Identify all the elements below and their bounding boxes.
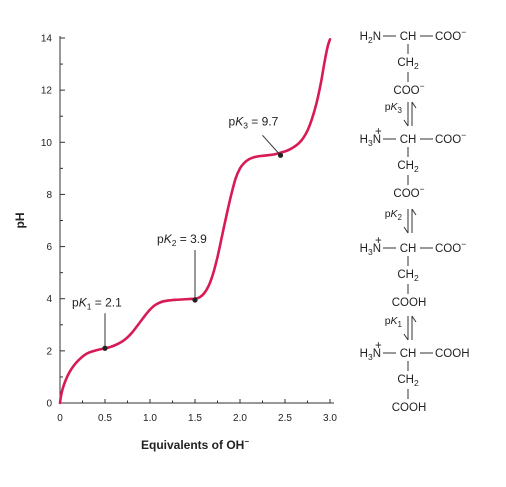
- x-tick-label: 0.5: [98, 413, 112, 424]
- equilibrium-label: pK2: [385, 208, 403, 222]
- amine-group: H3N: [360, 243, 381, 257]
- side-chain-carboxyl: COO−: [393, 184, 424, 200]
- titration-curve: [58, 38, 332, 405]
- side-chain-carboxyl: COOH: [392, 402, 427, 414]
- carboxyl-group: COO−: [435, 130, 466, 146]
- pk-pointer-line: [262, 134, 281, 156]
- structure-2: H3N+ CH COO− CH2 COO−: [360, 126, 467, 200]
- y-tick-label: 4: [46, 294, 52, 305]
- structure-4: H3N+ CH COOH CH2 COOH: [360, 340, 470, 414]
- side-chain-carboxyl: COOH: [392, 297, 427, 309]
- pk-annotation: pK3 = 9.7: [229, 114, 279, 130]
- arrowhead: [403, 333, 409, 341]
- y-axis-label: pH: [13, 213, 27, 229]
- y-tick-label: 8: [46, 190, 52, 201]
- y-tick-label: 0: [46, 399, 52, 410]
- methylene-group: CH2: [397, 57, 419, 71]
- x-tick-label: 1.5: [188, 413, 202, 424]
- methylene-group: CH2: [397, 374, 419, 388]
- arrowhead: [403, 119, 409, 127]
- equilibrium-3: pK3: [385, 101, 417, 127]
- y-tick-label: 10: [41, 138, 53, 149]
- arrowhead: [411, 315, 417, 323]
- methylene-group: CH2: [397, 160, 419, 174]
- arrowhead: [403, 226, 409, 234]
- x-tick-label: 2.0: [233, 413, 247, 424]
- x-axis-label: Equivalents of OH−: [141, 437, 249, 452]
- carboxyl-group: COOH: [435, 348, 470, 360]
- y-tick-label: 2: [46, 346, 52, 357]
- titration-chart: 0 0.5 1.0 1.5 2.0 2.5 3.0 0 2 4 6 8 10 12 14 Equivalent…: [13, 34, 337, 453]
- pk-annotation: pK1 = 2.1: [72, 295, 122, 311]
- amine-group: H3N: [360, 134, 381, 148]
- equilibrium-label: pK1: [385, 315, 403, 329]
- pk-point: [192, 297, 198, 303]
- alpha-carbon: CH: [400, 31, 417, 43]
- amine-group: H3N: [360, 348, 381, 362]
- structure-3: H3N+ CH COO− CH2 COOH: [360, 235, 467, 309]
- charge-plus: +: [375, 235, 382, 247]
- alpha-carbon: CH: [400, 134, 417, 146]
- charge-plus: +: [375, 126, 382, 138]
- alpha-carbon: CH: [400, 243, 417, 255]
- pk-point: [277, 152, 284, 158]
- carboxyl-group: COO−: [435, 27, 466, 43]
- x-tick-label: 0: [57, 413, 63, 424]
- arrowhead: [411, 208, 417, 216]
- x-tick-label: 2.5: [278, 413, 292, 424]
- side-chain-carboxyl: COO−: [393, 81, 424, 97]
- alpha-carbon: CH: [400, 348, 417, 360]
- charge-plus: +: [375, 340, 382, 352]
- y-tick-label: 6: [46, 242, 52, 253]
- y-tick-label: 12: [41, 86, 53, 97]
- carboxyl-group: COO−: [435, 239, 466, 255]
- arrowhead: [411, 101, 417, 109]
- pk-point: [102, 345, 108, 351]
- pk-annotation: pK2 = 3.9: [157, 232, 207, 248]
- x-tick-label: 1.0: [143, 413, 157, 424]
- equilibrium-1: pK1: [385, 315, 417, 341]
- methylene-group: CH2: [397, 269, 419, 283]
- structure-1: H2N CH COO− CH2 COO−: [360, 27, 467, 97]
- equilibrium-2: pK2: [385, 208, 417, 234]
- x-tick-label: 3.0: [323, 413, 337, 424]
- equilibrium-label: pK3: [385, 101, 403, 115]
- amine-group: H2N: [360, 31, 381, 45]
- y-tick-label: 14: [41, 34, 53, 45]
